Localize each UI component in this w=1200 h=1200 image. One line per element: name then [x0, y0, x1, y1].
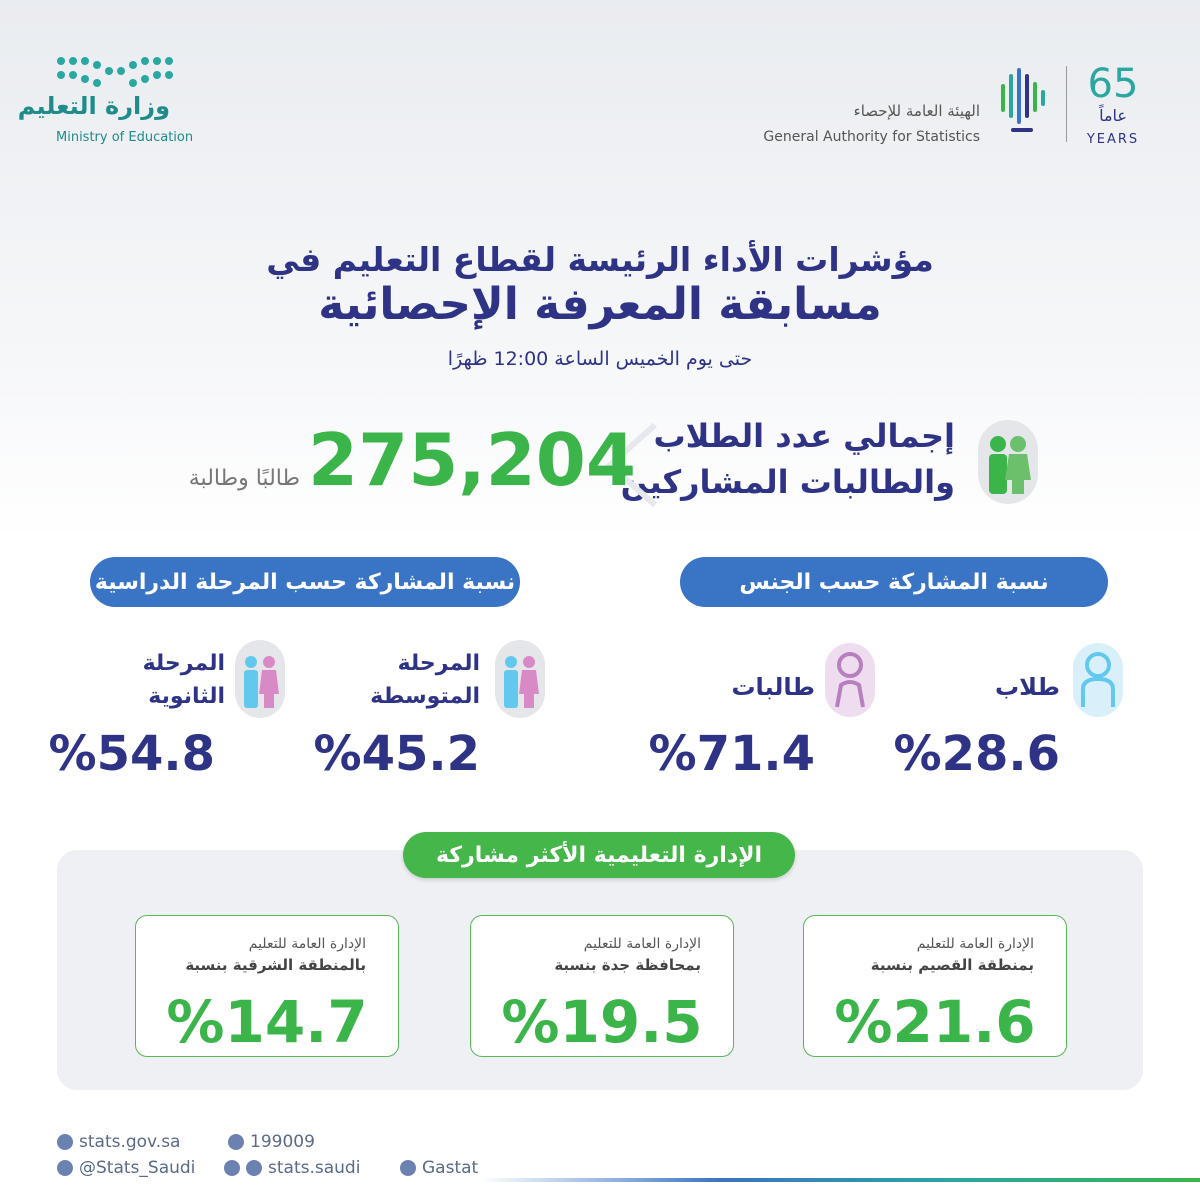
gender-value: %71.4: [648, 726, 815, 782]
total-label: والطالبات المشاركين: [620, 463, 955, 501]
divider: [1066, 66, 1067, 142]
region-line2: بمحافظة جدة بنسبة: [554, 956, 701, 974]
stage-value: %54.8: [48, 726, 215, 782]
gastat-name-en: General Authority for Statistics: [763, 129, 980, 145]
region-line1: الإدارة العامة للتعليم: [916, 936, 1034, 952]
total-unit: طالبًا وطالبة: [188, 466, 300, 491]
stage-label: الثانوية: [148, 684, 225, 709]
region-line2: بمنطقة القصيم بنسبة: [870, 956, 1034, 974]
website: stats.gov.sa: [79, 1132, 181, 1152]
region-line1: الإدارة العامة للتعليم: [583, 936, 701, 952]
gastat-name-ar: الهيئة العامة للإحصاء: [853, 102, 980, 120]
regions-heading: الإدارة التعليمية الأكثر مشاركة: [403, 832, 795, 878]
students-icon: [978, 420, 1038, 504]
total-label: إجمالي عدد الطلاب: [653, 417, 955, 455]
region-card: الإدارة العامة للتعليم بمنطقة القصيم بنس…: [803, 915, 1067, 1057]
region-value: %14.7: [166, 988, 368, 1056]
male-icon: [1073, 643, 1123, 717]
region-card: الإدارة العامة للتعليم بالمنطقة الشرقية …: [135, 915, 399, 1057]
section-heading: نسبة المشاركة حسب الجنس: [680, 557, 1108, 607]
title-line2: مسابقة المعرفة الإحصائية: [318, 279, 882, 330]
region-line1: الإدارة العامة للتعليم: [248, 936, 366, 952]
region-value: %19.5: [501, 988, 703, 1056]
linkedin: Gastat: [422, 1158, 479, 1178]
x-handle: @Stats_Saudi: [79, 1158, 196, 1178]
region-line2: بالمنطقة الشرقية بنسبة: [185, 956, 366, 974]
moe-name-en: Ministry of Education: [56, 130, 194, 145]
stage-label: المتوسطة: [370, 684, 480, 709]
footer-item: Gastat: [400, 1158, 478, 1178]
chevron: [605, 422, 657, 508]
gender-label: طالبات: [731, 673, 815, 701]
anniversary-ar: عاماً: [1099, 106, 1127, 125]
footer-item: stats.saudi: [224, 1158, 360, 1178]
anniversary-number: 65: [1087, 61, 1139, 107]
footer-item: stats.gov.sa: [57, 1132, 180, 1152]
stage-value: %45.2: [313, 726, 480, 782]
anniversary-en: YEARS: [1086, 132, 1140, 147]
phone: 199009: [250, 1132, 315, 1152]
moe-logo: [57, 57, 173, 87]
female-icon: [825, 643, 875, 717]
gender-label: طلاب: [995, 673, 1060, 701]
subtitle: حتى يوم الخميس الساعة 12:00 ظهرًا: [447, 348, 753, 370]
stage-label: المرحلة: [397, 651, 480, 676]
region-card: الإدارة العامة للتعليم بمحافظة جدة بنسبة…: [470, 915, 734, 1057]
stage-label: المرحلة: [142, 651, 225, 676]
footer-bar: [480, 1178, 1200, 1182]
footer-item: @Stats_Saudi: [57, 1158, 195, 1178]
gastat-logo: [1001, 68, 1045, 132]
title-line1: مؤشرات الأداء الرئيسة لقطاع التعليم في: [266, 240, 934, 279]
footer-item: 199009: [228, 1132, 315, 1152]
section-heading: نسبة المشاركة حسب المرحلة الدراسية: [90, 557, 520, 607]
total-value: 275,204: [308, 418, 636, 502]
social: stats.saudi: [268, 1158, 361, 1178]
stage-icon: [495, 640, 545, 718]
gender-value: %28.6: [893, 726, 1060, 782]
stage-icon: [235, 640, 285, 718]
moe-name-ar: وزارة التعليم: [17, 92, 170, 120]
region-value: %21.6: [834, 988, 1036, 1056]
